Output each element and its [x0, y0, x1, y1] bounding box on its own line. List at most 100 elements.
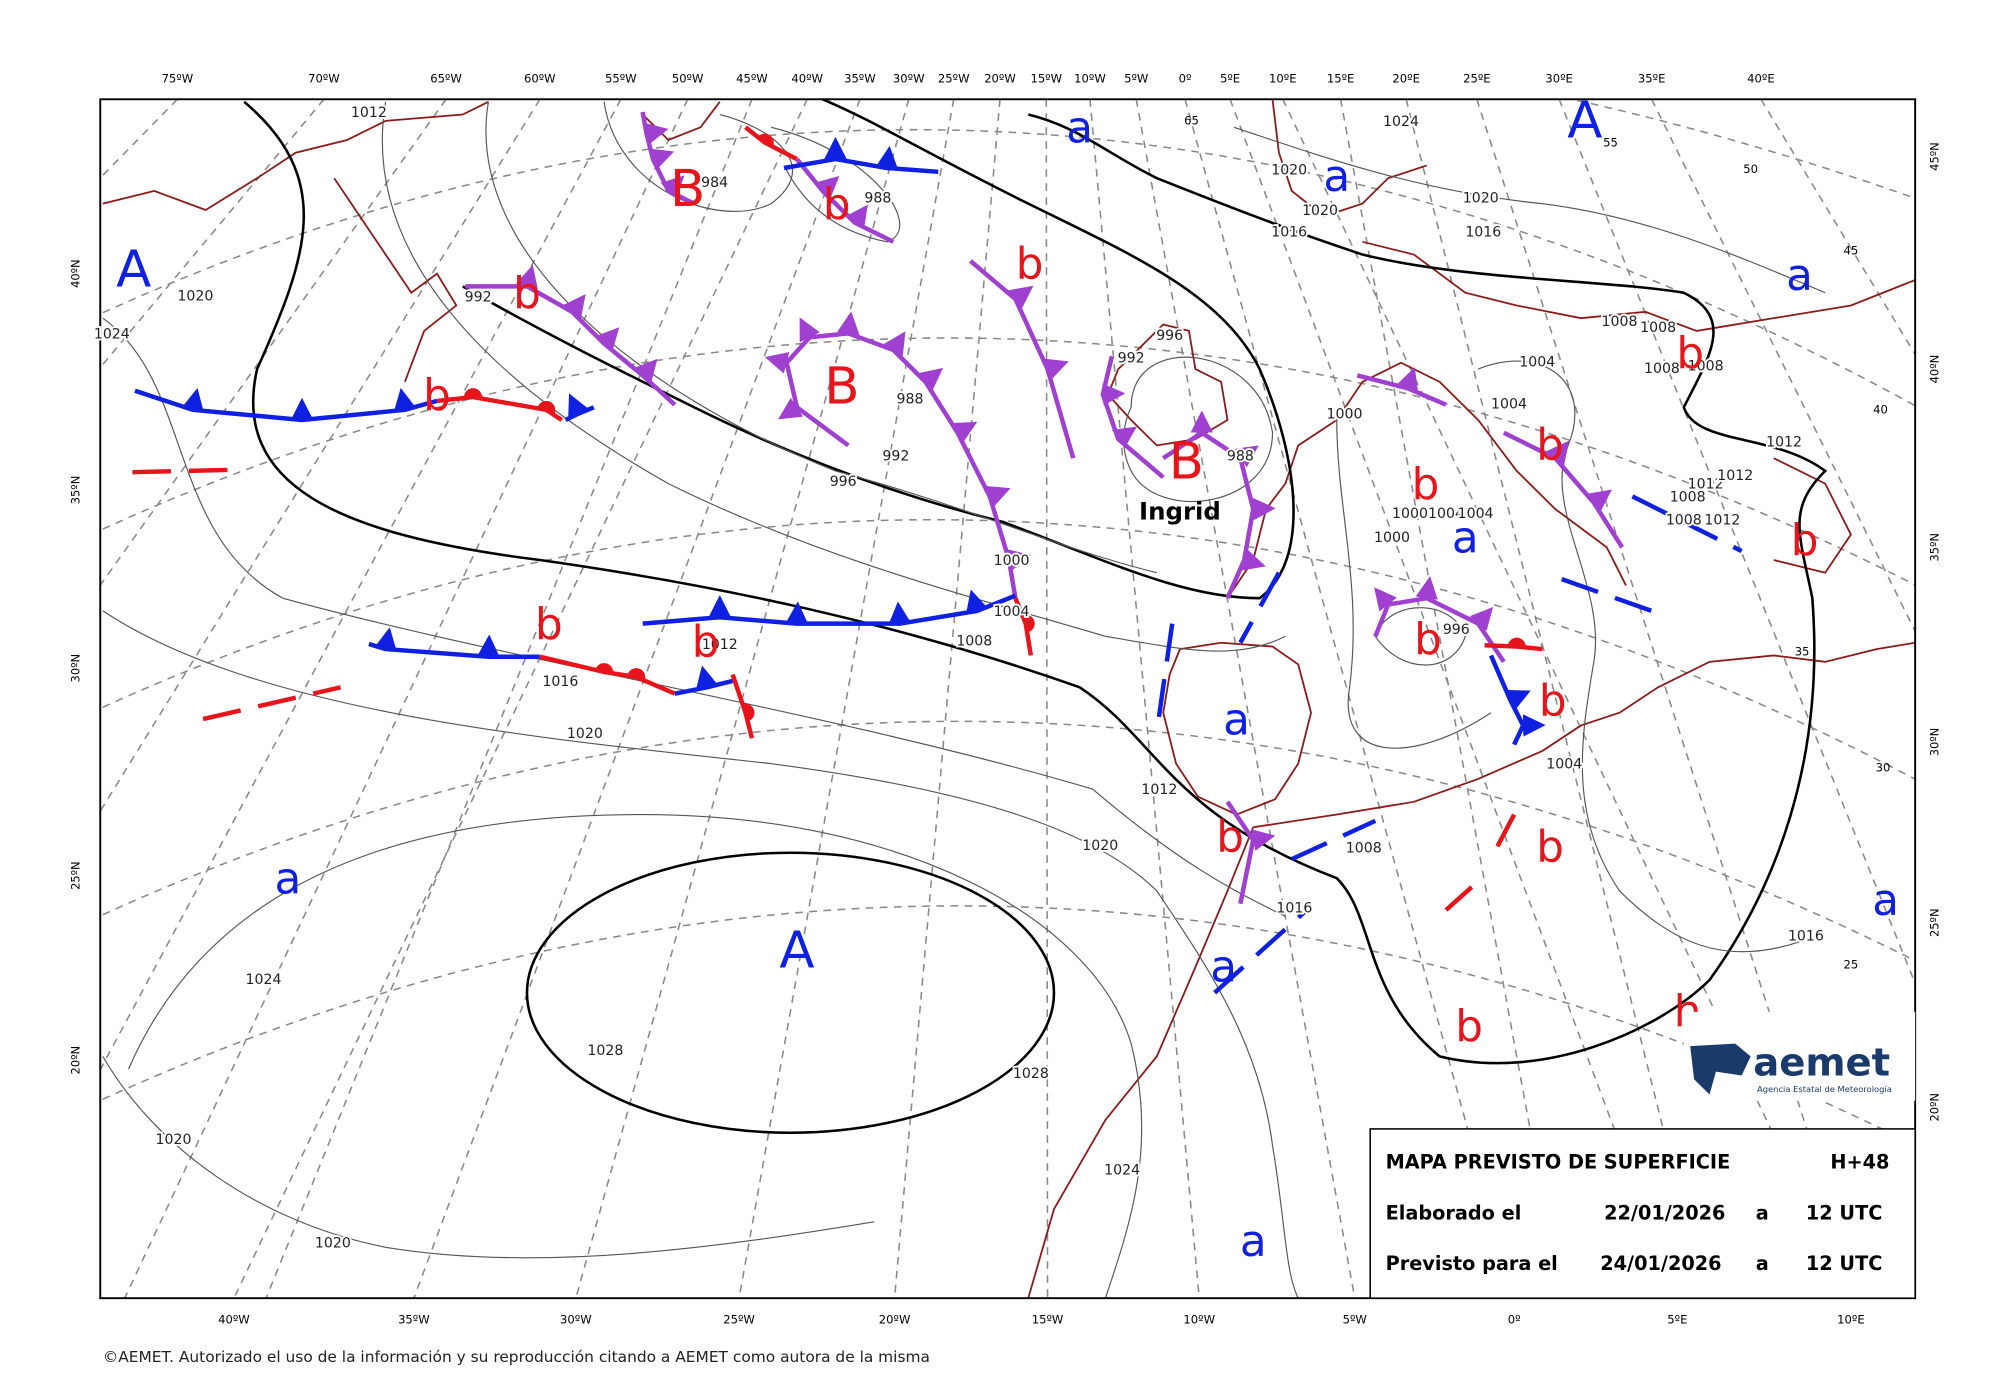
- meridian: [1650, 99, 1916, 633]
- isobar-label: 996: [830, 474, 857, 490]
- grid-label: 30: [1876, 760, 1891, 774]
- pressure-center: a: [1066, 104, 1093, 154]
- issued-time: 12 UTC: [1806, 1201, 1882, 1224]
- pressure-center: a: [1786, 251, 1813, 301]
- top-lon-label: 25ºE: [1463, 72, 1490, 86]
- top-lon-label: 15ºW: [1030, 72, 1062, 86]
- top-lon-label: 10ºE: [1269, 72, 1296, 86]
- grid-label: 50: [1743, 162, 1758, 176]
- top-lon-label: 25ºW: [938, 72, 970, 86]
- bottom-lon-label: 15ºW: [1032, 1313, 1064, 1327]
- pressure-center: b: [1412, 460, 1440, 510]
- meridian: [233, 99, 808, 1299]
- left-lat-label: 35ºN: [69, 476, 83, 505]
- top-lon-label: 40ºE: [1747, 72, 1774, 86]
- top-lon-label: 20ºW: [984, 72, 1016, 86]
- valid-date: 24/01/2026: [1600, 1252, 1721, 1275]
- pressure-center: b: [1016, 240, 1044, 290]
- bottom-lon-label: 30ºW: [560, 1313, 592, 1327]
- left-lat-label: 40ºN: [69, 259, 83, 288]
- pressure-center: b: [513, 269, 541, 319]
- top-lon-label: 10ºW: [1074, 72, 1106, 86]
- top-lon-label: 70ºW: [308, 72, 340, 86]
- pressure-center: a: [1210, 942, 1237, 992]
- isobar-label: 1004: [994, 604, 1030, 620]
- valid-time: 12 UTC: [1806, 1252, 1882, 1275]
- meridian: [1229, 99, 1679, 1299]
- pressure-center: a: [1872, 876, 1899, 926]
- isobar-label: 1008: [1346, 841, 1382, 857]
- isobar-label: 1012: [702, 637, 738, 653]
- isobar-label: 1008: [1688, 358, 1724, 374]
- grid-label: 25: [1844, 958, 1859, 972]
- isobar-label: 992: [1118, 351, 1145, 367]
- pressure-center: A: [779, 922, 814, 981]
- right-lat-label: 35ºN: [1927, 533, 1941, 562]
- bottom-lon-label: 35ºW: [398, 1313, 430, 1327]
- pressure-center: a: [1452, 514, 1479, 564]
- isobar-label: 1000: [1374, 530, 1410, 546]
- isobar-label: 992: [882, 449, 909, 465]
- isobar-label: 1008: [1640, 320, 1676, 336]
- bottom-lon-label: 25ºW: [723, 1313, 755, 1327]
- meridian: [738, 99, 955, 1299]
- meridian: [1282, 99, 1852, 1299]
- isobar-label: 1004: [1491, 397, 1527, 413]
- top-lon-label: 30ºW: [893, 72, 925, 86]
- grid-label: 65: [1184, 114, 1199, 128]
- top-lon-label: 50ºW: [672, 72, 704, 86]
- bottom-lon-label: 20ºW: [879, 1313, 911, 1327]
- top-lon-label: 0º: [1179, 72, 1192, 86]
- footer: ©AEMET. Autorizado el uso de la informac…: [103, 1348, 930, 1366]
- top-lon-label: 5ºW: [1124, 72, 1148, 86]
- parallel: [100, 905, 1916, 1147]
- isobar-label: 1008: [1666, 512, 1702, 528]
- grid-label: 35: [1795, 645, 1810, 659]
- top-lon-label: 60ºW: [524, 72, 556, 86]
- right-lat-label: 20ºN: [1927, 1093, 1941, 1122]
- isobar-label: 1024: [246, 972, 282, 988]
- valid-label: Previsto para el: [1386, 1252, 1558, 1275]
- isobar-label: 1012: [1766, 435, 1802, 451]
- issued-date: 22/01/2026: [1604, 1201, 1725, 1224]
- isobar-label: 1024: [94, 327, 130, 343]
- top-lon-label: 35ºW: [844, 72, 876, 86]
- isobar-label: 1020: [177, 288, 213, 304]
- parallel: [385, 99, 1916, 200]
- isobar-label: 1008: [956, 633, 992, 649]
- pressure-center: b: [823, 180, 851, 230]
- isobar-label: 1000: [994, 553, 1030, 569]
- grid-label: 40: [1873, 403, 1888, 417]
- pressure-center: b: [1791, 516, 1819, 566]
- isobar-label: 1008: [1644, 361, 1680, 377]
- isobar-label: 988: [1227, 449, 1254, 465]
- right-lat-label: 25ºN: [1927, 908, 1941, 937]
- isobar-label: 1016: [1788, 929, 1824, 945]
- isobar-label: 1012: [1704, 512, 1740, 528]
- isobar-label: 1028: [1013, 1066, 1049, 1082]
- pressure-center: b: [535, 600, 563, 650]
- meridian: [265, 99, 753, 1299]
- fronts: [132, 111, 1743, 995]
- pressure-center: A: [116, 241, 151, 300]
- isobar-label: 1004: [1428, 506, 1464, 522]
- bottom-lon-label: 0º: [1508, 1313, 1521, 1327]
- isobar-label: 1020: [1271, 162, 1307, 178]
- logo-name: aemet: [1753, 1041, 1890, 1086]
- isobar-label: 988: [864, 190, 891, 206]
- isobar-label: 988: [897, 392, 924, 408]
- bottom-lon-label: 10ºW: [1183, 1313, 1215, 1327]
- pressure-center: b: [692, 618, 720, 668]
- right-lat-label: 45ºN: [1927, 142, 1941, 171]
- info-title: MAPA PREVISTO DE SUPERFICIE: [1386, 1150, 1731, 1173]
- coastlines: [102, 99, 1916, 1299]
- pressure-center: b: [1216, 813, 1244, 863]
- isobar-label: 1016: [542, 674, 578, 690]
- isobar-label: 1008: [1602, 314, 1638, 330]
- labels: 75ºW 70ºW 65ºW 60ºW 55ºW 50ºW 45ºW 40ºW 35ºW 30ºW…: [69, 72, 1942, 1327]
- parallel: [100, 720, 1916, 962]
- issued-at: a: [1756, 1201, 1769, 1224]
- logo-subtitle: Agencia Estatal de Meteorología: [1757, 1084, 1892, 1094]
- left-lat-label: 30ºN: [69, 654, 83, 683]
- pressure-center: b: [1414, 615, 1442, 665]
